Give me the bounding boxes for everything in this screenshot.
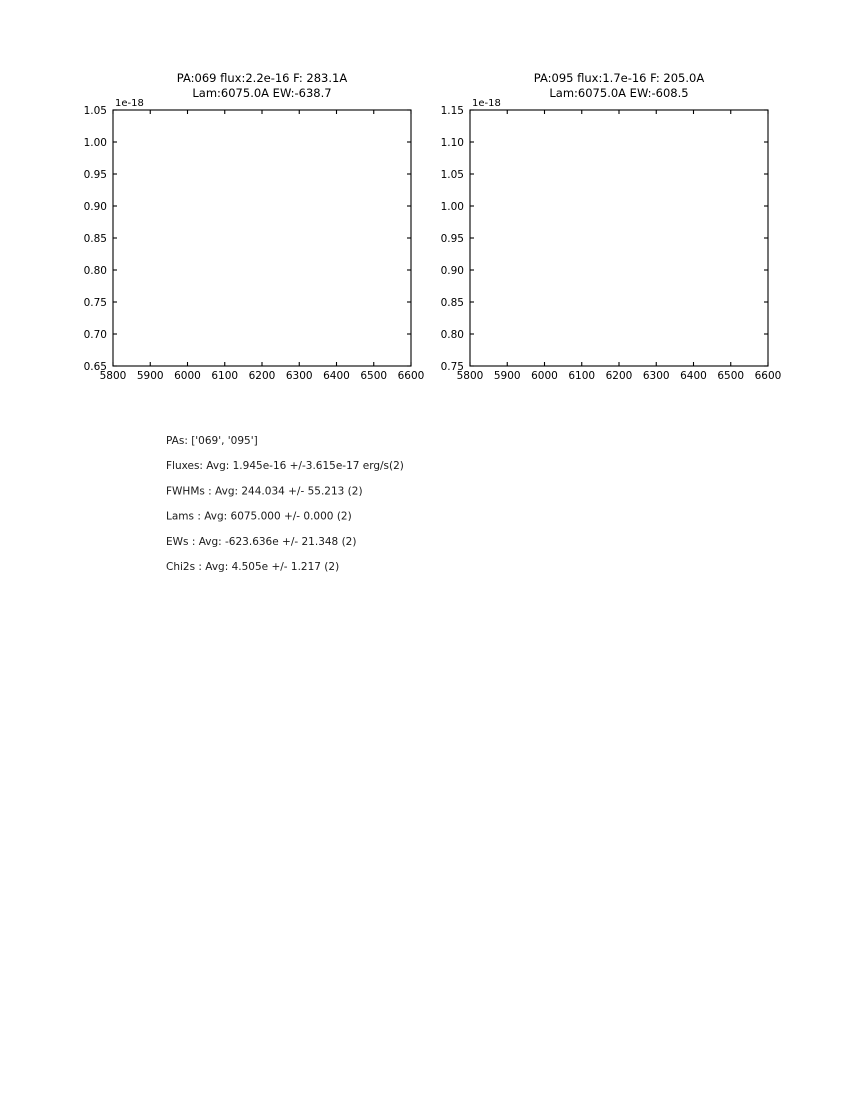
- y-tick-label: 1.00: [84, 137, 107, 149]
- summary-line: PAs: ['069', '095']: [166, 435, 258, 447]
- summary-line: EWs : Avg: -623.636e +/- 21.348 (2): [166, 536, 356, 548]
- x-tick-label: 6000: [174, 370, 201, 382]
- x-tick-label: 6300: [286, 370, 313, 382]
- x-tick-label: 6500: [717, 370, 744, 382]
- panel-title-line1: PA:069 flux:2.2e-16 F: 283.1A: [177, 71, 348, 85]
- panel-pa-095[interactable]: PA:095 flux:1.7e-16 F: 205.0ALam:6075.0A…: [441, 71, 782, 382]
- panel-title-line2: Lam:6075.0A EW:-638.7: [192, 86, 331, 100]
- summary-text-block: PAs: ['069', '095'] Fluxes: Avg: 1.945e-1…: [166, 435, 404, 573]
- y-tick-label: 1.10: [441, 137, 464, 149]
- axes-frame: [469, 109, 769, 367]
- y-tick-label: 0.95: [441, 233, 464, 245]
- summary-line: Fluxes: Avg: 1.945e-16 +/-3.615e-17 erg/…: [166, 460, 404, 472]
- axes-frame: [112, 109, 412, 367]
- x-tick-label: 6300: [643, 370, 670, 382]
- y-tick-label: 0.85: [441, 297, 464, 309]
- y-tick-label: 1.05: [441, 169, 464, 181]
- summary-line: Chi2s : Avg: 4.505e +/- 1.217 (2): [166, 561, 339, 573]
- y-tick-label: 0.75: [441, 361, 464, 373]
- x-tick-label: 5800: [457, 370, 484, 382]
- y-tick-label: 0.90: [441, 265, 464, 277]
- summary-line: Lams : Avg: 6075.000 +/- 0.000 (2): [166, 511, 352, 523]
- y-tick-label: 1.00: [441, 201, 464, 213]
- y-tick-label: 0.85: [84, 233, 107, 245]
- y-axis-offset-label: 1e-18: [115, 98, 144, 109]
- panel-title-line2: Lam:6075.0A EW:-608.5: [549, 86, 688, 100]
- x-tick-label: 5900: [494, 370, 521, 382]
- x-tick-label: 6600: [755, 370, 782, 382]
- x-tick-label: 6200: [249, 370, 276, 382]
- y-tick-label: 0.80: [441, 329, 464, 341]
- x-tick-label: 5800: [100, 370, 127, 382]
- y-tick-label: 0.65: [84, 361, 107, 373]
- x-tick-label: 6000: [531, 370, 558, 382]
- y-tick-label: 0.90: [84, 201, 107, 213]
- x-tick-label: 6500: [360, 370, 387, 382]
- x-tick-label: 6400: [680, 370, 707, 382]
- y-tick-label: 0.70: [84, 329, 107, 341]
- x-tick-label: 6200: [606, 370, 633, 382]
- x-tick-label: 6100: [568, 370, 595, 382]
- x-tick-label: 6600: [398, 370, 425, 382]
- y-tick-label: 0.75: [84, 297, 107, 309]
- panel-pa-069[interactable]: PA:069 flux:2.2e-16 F: 283.1ALam:6075.0A…: [84, 71, 425, 382]
- x-tick-label: 5900: [137, 370, 164, 382]
- y-axis-offset-label: 1e-18: [472, 98, 501, 109]
- y-tick-label: 1.05: [84, 105, 107, 117]
- x-tick-label: 6100: [211, 370, 238, 382]
- y-tick-label: 0.95: [84, 169, 107, 181]
- y-tick-label: 1.15: [441, 105, 464, 117]
- summary-line: FWHMs : Avg: 244.034 +/- 55.213 (2): [166, 485, 363, 497]
- panel-title-line1: PA:095 flux:1.7e-16 F: 205.0A: [534, 71, 705, 85]
- y-tick-label: 0.80: [84, 265, 107, 277]
- x-tick-label: 6400: [323, 370, 350, 382]
